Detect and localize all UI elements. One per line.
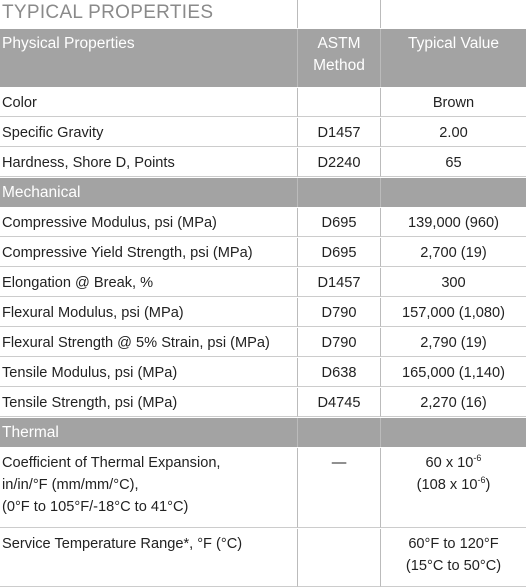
value-text: 139,000 (960) (408, 215, 499, 231)
value-text: 2,790 (19) (420, 335, 487, 351)
value-cell: 2,700 (19) (380, 238, 526, 267)
header-text: ASTM (317, 35, 361, 52)
property-text: Specific Gravity (2, 125, 104, 141)
method-text: D2240 (317, 155, 361, 171)
section-header (297, 178, 380, 207)
value-cell: 139,000 (960) (380, 208, 526, 237)
value-text: 2,700 (19) (420, 245, 487, 261)
value-text: Brown (432, 95, 475, 111)
section-header (297, 418, 380, 447)
method-cell: D695 (297, 208, 380, 237)
property-cell: Elongation @ Break, % (0, 268, 297, 297)
value-cell: 65 (380, 148, 526, 177)
value-cell: 2,790 (19) (380, 328, 526, 357)
property-text: (0°F to 105°F/-18°C to 41°C) (2, 499, 189, 515)
value-text: 60°F to 120°F (408, 536, 499, 552)
property-text: Elongation @ Break, % (2, 275, 154, 291)
method-cell: D4745 (297, 388, 380, 417)
property-text: Hardness, Shore D, Points (2, 155, 175, 171)
value-cell: 300 (380, 268, 526, 297)
value-cell: 165,000 (1,140) (380, 358, 526, 387)
method-text: D1457 (317, 275, 361, 291)
value-cell: Brown (380, 88, 526, 117)
method-text: D1457 (317, 125, 361, 141)
title-divider (297, 0, 380, 28)
header-text: Typical Value (407, 35, 500, 52)
property-cell: Flexural Modulus, psi (MPa) (0, 298, 297, 327)
property-cell: Coefficient of Thermal Expansion, in/in/°… (0, 448, 297, 528)
property-text: Tensile Strength, psi (MPa) (2, 395, 178, 411)
value-cell: 157,000 (1,080) (380, 298, 526, 327)
section-header (380, 178, 526, 207)
section-header: Thermal (0, 418, 297, 447)
value-cell: 2.00 (380, 118, 526, 147)
value-cell: 2,270 (16) (380, 388, 526, 417)
header-cell: Typical Value (380, 29, 526, 87)
method-text: D638 (321, 365, 357, 381)
title: TYPICAL PROPERTIES (2, 2, 214, 23)
header-cell: Physical Properties (0, 29, 297, 87)
property-cell: Flexural Strength @ 5% Strain, psi (MPa) (0, 328, 297, 357)
value-text: (108 x 10 (416, 477, 478, 493)
method-cell: D638 (297, 358, 380, 387)
method-cell: D1457 (297, 268, 380, 297)
header-cell: ASTM Method (297, 29, 380, 87)
header-text: Method (313, 57, 365, 74)
value-text: 300 (441, 275, 466, 291)
method-cell (297, 88, 380, 117)
property-text: Color (2, 95, 37, 111)
method-cell: D2240 (297, 148, 380, 177)
property-text: Service Temperature Range*, °F (°C) (2, 536, 243, 552)
property-text: Coefficient of Thermal Expansion, (2, 455, 221, 471)
section-header (380, 418, 526, 447)
property-text: Tensile Modulus, psi (MPa) (2, 365, 178, 381)
section-name: Mechanical (2, 184, 81, 201)
property-cell: Hardness, Shore D, Points (0, 148, 297, 177)
property-text: Flexural Modulus, psi (MPa) (2, 305, 184, 321)
title-divider (380, 0, 526, 28)
superscript: -6 (473, 453, 482, 463)
method-text: D695 (321, 215, 357, 231)
property-cell: Tensile Modulus, psi (MPa) (0, 358, 297, 387)
value-text: 157,000 (1,080) (401, 305, 506, 321)
value-text: 2.00 (439, 125, 468, 141)
header-text: Physical Properties (2, 35, 135, 52)
value-text: 165,000 (1,140) (401, 365, 506, 381)
method-text: D4745 (317, 395, 361, 411)
property-cell: Specific Gravity (0, 118, 297, 147)
value-text: 65 (445, 155, 462, 171)
method-cell: D695 (297, 238, 380, 267)
value-text: 60 x 10 (425, 455, 474, 471)
property-cell: Compressive Modulus, psi (MPa) (0, 208, 297, 237)
value-text: 2,270 (16) (420, 395, 487, 411)
property-cell: Service Temperature Range*, °F (°C) (0, 529, 297, 587)
section-name: Thermal (2, 424, 59, 441)
method-text: D695 (321, 245, 357, 261)
value-cell: 60°F to 120°F (15°C to 50°C) (380, 529, 526, 587)
property-cell: Color (0, 88, 297, 117)
method-cell: — (297, 448, 380, 528)
superscript: -6 (477, 475, 486, 485)
method-text: — (331, 455, 347, 471)
property-cell: Compressive Yield Strength, psi (MPa) (0, 238, 297, 267)
method-text: D790 (321, 335, 357, 351)
property-text: Compressive Modulus, psi (MPa) (2, 215, 217, 231)
value-cell: 60 x 10-6 (108 x 10-6) (380, 448, 526, 528)
value-text: (15°C to 50°C) (405, 558, 502, 574)
method-cell (297, 529, 380, 587)
property-text: Compressive Yield Strength, psi (MPa) (2, 245, 253, 261)
value-text: ) (485, 477, 491, 493)
section-header: Mechanical (0, 178, 297, 207)
method-cell: D790 (297, 328, 380, 357)
method-cell: D1457 (297, 118, 380, 147)
method-text: D790 (321, 305, 357, 321)
property-text: in/in/°F (mm/mm/°C), (2, 477, 139, 493)
property-cell: Tensile Strength, psi (MPa) (0, 388, 297, 417)
method-cell: D790 (297, 298, 380, 327)
property-text: Flexural Strength @ 5% Strain, psi (MPa) (2, 335, 270, 351)
